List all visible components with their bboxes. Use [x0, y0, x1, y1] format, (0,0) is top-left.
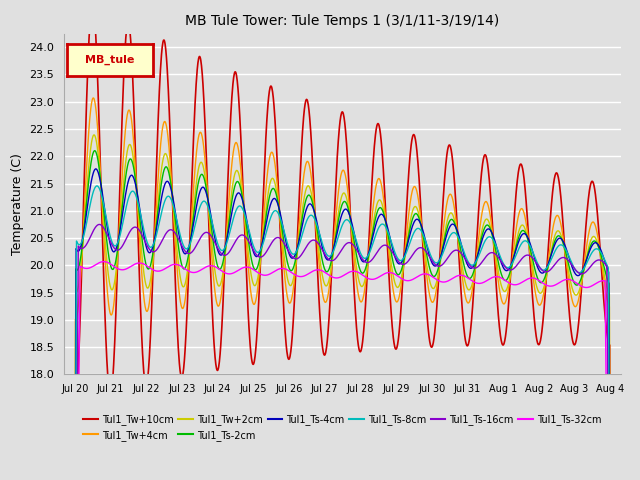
Tul1_Tw+2cm [298, 208, 306, 214]
Line: Tul1_Ts-16cm: Tul1_Ts-16cm [75, 225, 610, 480]
Tul1_Ts-32cm [134, 260, 142, 266]
Tul1_Ts-4cm [310, 205, 317, 211]
Tul1_Tw+10cm [310, 175, 317, 181]
Tul1_Ts-8cm [310, 214, 317, 220]
Tul1_Ts-32cm [100, 259, 108, 264]
Tul1_Tw+4cm [298, 186, 306, 192]
Tul1_Ts-4cm [319, 247, 327, 252]
Tul1_Ts-4cm [376, 212, 383, 218]
Tul1_Ts-8cm [93, 183, 100, 189]
Tul1_Ts-32cm [376, 274, 383, 279]
Tul1_Ts-16cm [134, 226, 142, 232]
Title: MB Tule Tower: Tule Temps 1 (3/1/11-3/19/14): MB Tule Tower: Tule Temps 1 (3/1/11-3/19… [185, 14, 500, 28]
Tul1_Ts-16cm [95, 222, 103, 228]
Tul1_Tw+2cm [134, 209, 142, 215]
Line: Tul1_Ts-4cm: Tul1_Ts-4cm [75, 169, 610, 480]
Tul1_Tw+10cm [113, 292, 120, 298]
Tul1_Ts-16cm [376, 246, 383, 252]
Tul1_Tw+10cm [376, 126, 383, 132]
Tul1_Ts-8cm [113, 242, 120, 248]
Tul1_Tw+2cm [310, 202, 317, 207]
Tul1_Tw+4cm [376, 177, 383, 182]
Legend: Tul1_Tw+10cm, Tul1_Tw+4cm, Tul1_Tw+2cm, Tul1_Ts-2cm, Tul1_Ts-4cm, Tul1_Ts-8cm, T: Tul1_Tw+10cm, Tul1_Tw+4cm, Tul1_Tw+2cm, … [79, 410, 605, 444]
Y-axis label: Temperature (C): Temperature (C) [11, 153, 24, 255]
Line: Tul1_Tw+4cm: Tul1_Tw+4cm [75, 98, 610, 480]
Tul1_Tw+2cm [90, 132, 98, 138]
Tul1_Ts-32cm [319, 268, 327, 274]
Tul1_Tw+2cm [113, 264, 120, 270]
Tul1_Tw+4cm [310, 192, 317, 198]
Tul1_Ts-2cm [310, 204, 317, 209]
Tul1_Ts-16cm [113, 247, 120, 253]
Tul1_Tw+10cm [89, 0, 97, 6]
Tul1_Ts-32cm [113, 265, 120, 271]
Line: Tul1_Tw+10cm: Tul1_Tw+10cm [75, 3, 610, 480]
Tul1_Ts-4cm [113, 245, 120, 251]
Tul1_Ts-2cm [113, 254, 120, 260]
Tul1_Tw+2cm [376, 197, 383, 203]
Line: Tul1_Ts-8cm: Tul1_Ts-8cm [75, 186, 610, 480]
Tul1_Ts-2cm [376, 205, 383, 211]
Tul1_Tw+10cm [134, 240, 142, 246]
Tul1_Ts-16cm [310, 237, 317, 243]
Line: Tul1_Ts-2cm: Tul1_Ts-2cm [75, 151, 610, 480]
Tul1_Ts-4cm [92, 166, 100, 172]
Tul1_Ts-2cm [134, 201, 142, 207]
Tul1_Ts-8cm [134, 201, 142, 207]
Tul1_Ts-2cm [319, 261, 327, 266]
Tul1_Ts-4cm [134, 196, 142, 202]
Tul1_Ts-8cm [376, 223, 383, 229]
Line: Tul1_Ts-32cm: Tul1_Ts-32cm [75, 262, 610, 480]
Tul1_Ts-16cm [298, 251, 306, 256]
Tul1_Tw+4cm [134, 215, 142, 220]
Tul1_Ts-4cm [298, 223, 306, 228]
Tul1_Ts-8cm [298, 232, 306, 238]
Tul1_Tw+4cm [90, 95, 97, 101]
Tul1_Tw+10cm [298, 133, 306, 139]
Tul1_Tw+10cm [319, 348, 327, 353]
Tul1_Ts-16cm [319, 248, 327, 254]
Tul1_Ts-2cm [298, 215, 306, 221]
Tul1_Ts-8cm [319, 242, 327, 248]
Tul1_Tw+2cm [319, 276, 327, 281]
Tul1_Tw+4cm [113, 270, 120, 276]
Tul1_Tw+4cm [319, 293, 327, 299]
Tul1_Ts-32cm [298, 274, 306, 279]
Tul1_Ts-2cm [91, 148, 99, 154]
Line: Tul1_Tw+2cm: Tul1_Tw+2cm [75, 135, 610, 480]
Tul1_Ts-32cm [310, 268, 317, 274]
